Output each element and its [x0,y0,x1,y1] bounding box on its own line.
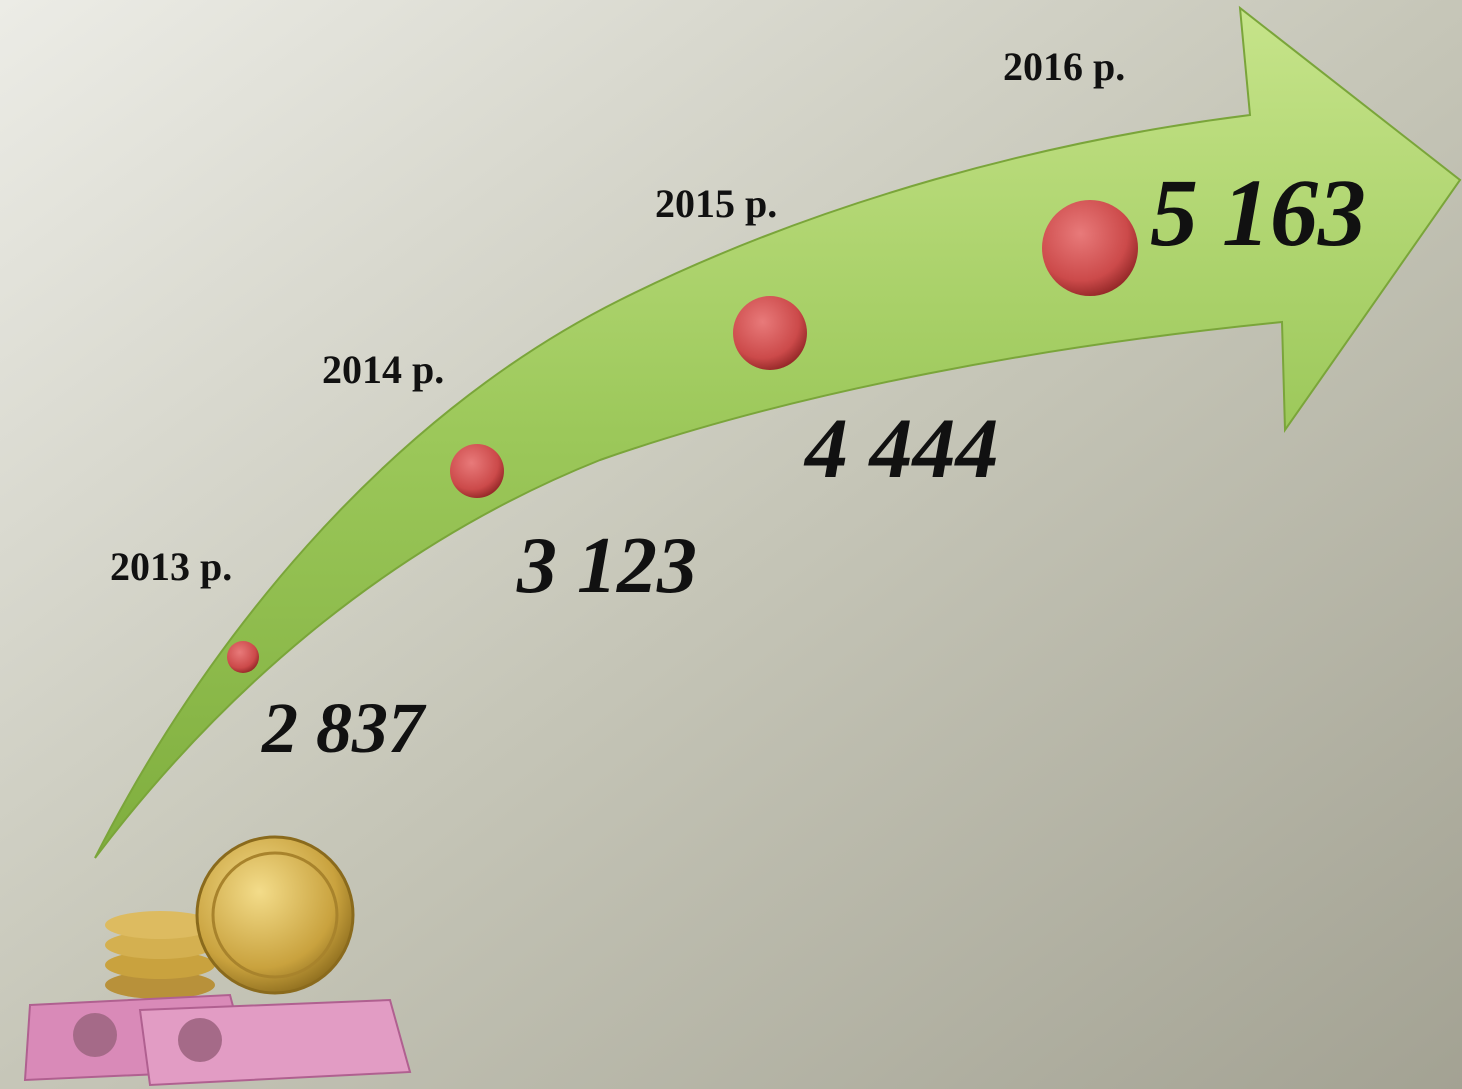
marker [1042,200,1138,296]
value-label: 2 837 [261,688,427,768]
year-label: 2015 р. [655,181,777,226]
value-label: 5 163 [1150,159,1366,266]
marker [733,296,807,370]
value-label: 4 444 [803,400,999,496]
marker [450,444,504,498]
year-label: 2014 р. [322,347,444,392]
marker [227,641,259,673]
value-label: 3 123 [516,522,697,610]
money-illustration [23,835,412,1087]
year-label: 2016 р. [1003,44,1125,89]
year-label: 2013 р. [110,544,232,589]
